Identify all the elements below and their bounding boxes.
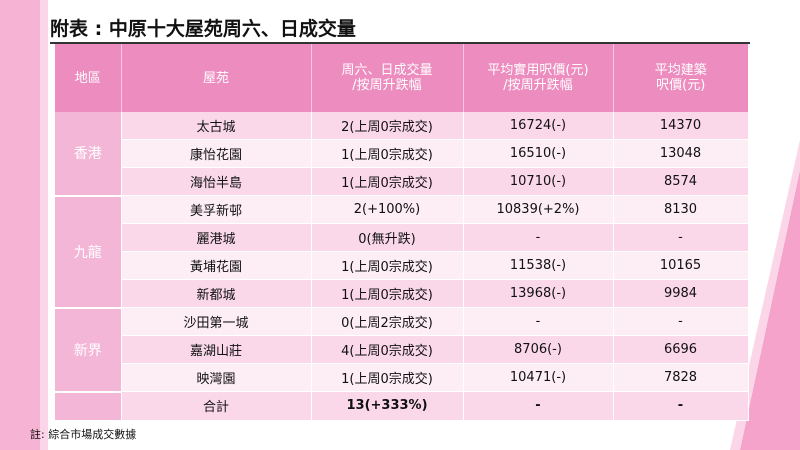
table-row: 新都城 1(上周0宗成交) 13968(-) 9984: [55, 279, 749, 308]
saleable-price-cell: 13968(-): [463, 279, 614, 308]
left-pink-stripe: [0, 0, 40, 450]
right-pink-wedge: [740, 170, 800, 450]
table-row: 九龍 美孚新邨 2(+100%) 10839(+2%) 8130: [55, 195, 749, 309]
table-row: 嘉湖山莊 4(上周0宗成交) 8706(-) 6696: [55, 335, 749, 364]
total-gross-price: -: [613, 391, 749, 421]
estate-cell: 新都城: [121, 279, 312, 308]
table-row: 康怡花園 1(上周0宗成交) 16510(-) 13048: [55, 139, 749, 168]
gross-price-cell: 7828: [613, 363, 749, 392]
volume-cell: 4(上周0宗成交): [311, 335, 464, 364]
saleable-price-cell: -: [463, 307, 614, 336]
total-saleable-price: -: [463, 391, 614, 421]
region-kowloon: 九龍: [55, 195, 122, 309]
estate-cell: 麗港城: [121, 223, 312, 252]
left-light-stripe: [40, 0, 48, 450]
gross-price-cell: 10165: [613, 251, 749, 280]
page-title: 附表 : 中原十大屋苑周六、日成交量: [50, 18, 356, 40]
estate-cell: 太古城: [121, 112, 312, 140]
estate-cell: 康怡花園: [121, 139, 312, 168]
saleable-price-cell: -: [463, 223, 614, 252]
total-region-blank: [55, 391, 122, 421]
estate-cell: 嘉湖山莊: [121, 335, 312, 364]
total-label: 合計: [121, 391, 312, 421]
table-row: 海怡半島 1(上周0宗成交) 10710(-) 8574: [55, 167, 749, 196]
header-region: 地區: [55, 44, 122, 112]
gross-price-cell: 13048: [613, 139, 749, 168]
title-underline: [50, 42, 750, 44]
saleable-price-cell: 10471(-): [463, 363, 614, 392]
saleable-price-cell: 10839(+2%): [463, 195, 614, 224]
saleable-price-cell: 10710(-): [463, 167, 614, 196]
volume-cell: 1(上周0宗成交): [311, 251, 464, 280]
gross-price-cell: 9984: [613, 279, 749, 308]
estate-cell: 海怡半島: [121, 167, 312, 196]
total-row: 合計 13(+333%) - -: [55, 391, 749, 421]
transaction-table: 地區 屋苑 周六、日成交量/按周升跌幅 平均實用呎價(元)/按周升跌幅 平均建築…: [55, 44, 749, 421]
volume-cell: 0(無升跌): [311, 223, 464, 252]
region-hong-kong: 香港: [55, 112, 122, 197]
header-estate: 屋苑: [121, 44, 312, 112]
saleable-price-cell: 16724(-): [463, 112, 614, 140]
volume-cell: 1(上周0宗成交): [311, 139, 464, 168]
gross-price-cell: 14370: [613, 112, 749, 140]
volume-cell: 2(上周0宗成交): [311, 112, 464, 140]
gross-price-cell: 8130: [613, 195, 749, 224]
gross-price-cell: -: [613, 307, 749, 336]
volume-cell: 2(+100%): [311, 195, 464, 224]
table-row: 映灣園 1(上周0宗成交) 10471(-) 7828: [55, 363, 749, 392]
estate-cell: 映灣園: [121, 363, 312, 392]
estate-cell: 沙田第一城: [121, 307, 312, 336]
table-row: 黃埔花園 1(上周0宗成交) 11538(-) 10165: [55, 251, 749, 280]
saleable-price-cell: 16510(-): [463, 139, 614, 168]
volume-cell: 1(上周0宗成交): [311, 167, 464, 196]
footnote: 註: 綜合市場成交數據: [30, 428, 137, 441]
header-saleable-price: 平均實用呎價(元)/按周升跌幅: [463, 44, 614, 112]
table-row: 香港 太古城 2(上周0宗成交) 16724(-) 14370: [55, 112, 749, 197]
volume-cell: 0(上周2宗成交): [311, 307, 464, 336]
region-new-territories: 新界: [55, 307, 122, 393]
header-gross-price: 平均建築 呎價(元): [613, 44, 748, 112]
table-row: 麗港城 0(無升跌) - -: [55, 223, 749, 252]
gross-price-cell: 8574: [613, 167, 749, 196]
gross-price-cell: 6696: [613, 335, 749, 364]
estate-cell: 黃埔花園: [121, 251, 312, 280]
volume-cell: 1(上周0宗成交): [311, 279, 464, 308]
total-volume: 13(+333%): [311, 391, 464, 421]
header-volume: 周六、日成交量/按周升跌幅: [311, 44, 464, 112]
table-header-row: 地區 屋苑 周六、日成交量/按周升跌幅 平均實用呎價(元)/按周升跌幅 平均建築…: [55, 44, 748, 112]
table-row: 新界 沙田第一城 0(上周2宗成交) - -: [55, 307, 749, 393]
saleable-price-cell: 8706(-): [463, 335, 614, 364]
gross-price-cell: -: [613, 223, 749, 252]
volume-cell: 1(上周0宗成交): [311, 363, 464, 392]
estate-cell: 美孚新邨: [121, 195, 312, 224]
saleable-price-cell: 11538(-): [463, 251, 614, 280]
